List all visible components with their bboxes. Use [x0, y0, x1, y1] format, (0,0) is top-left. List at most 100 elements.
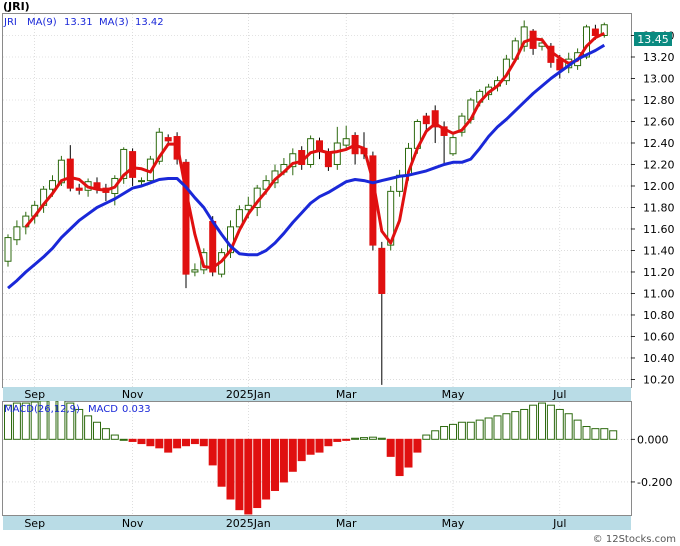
macd-bar — [457, 421, 466, 440]
macd-x-tick-label: Nov — [122, 517, 144, 530]
candle — [191, 263, 199, 277]
macd-panel-frame — [2, 401, 632, 516]
candle — [75, 183, 83, 195]
macd-bar — [546, 404, 555, 440]
price-x-axis-band — [3, 387, 631, 401]
price-x-tick-label: May — [442, 388, 465, 401]
candle — [520, 20, 528, 52]
price-x-tick-label: 2025Jan — [226, 388, 271, 401]
legend-ma3-value: 13.42 — [135, 17, 164, 28]
macd-bar — [297, 438, 306, 462]
price-x-tick-label: Sep — [24, 388, 45, 401]
macd-bar — [368, 436, 377, 440]
price-y-tick-label: 11.60 — [643, 223, 675, 236]
price-y-tick-label: 11.40 — [643, 244, 675, 257]
candle — [289, 148, 297, 176]
price-x-tick-label: Nov — [122, 388, 144, 401]
macd-bar — [466, 421, 475, 440]
macd-bar — [119, 438, 128, 441]
candle — [13, 220, 21, 246]
macd-bar — [333, 438, 342, 442]
macd-x-tick-label: May — [442, 517, 465, 530]
price-y-tick-label: 13.00 — [643, 72, 675, 85]
candle-body — [378, 247, 386, 294]
candle — [600, 22, 608, 38]
legend-symbol: JRI — [3, 17, 17, 28]
candle — [120, 147, 128, 184]
macd-bar — [146, 438, 155, 447]
candle-body — [164, 137, 172, 142]
macd-bar — [422, 434, 431, 440]
legend-macd-value: 0.033 — [122, 404, 151, 415]
macd-bar — [306, 438, 315, 455]
macd-x-tick-label: Sep — [24, 517, 45, 530]
macd-bar — [235, 438, 244, 511]
macd-bar — [324, 438, 333, 447]
macd-bar — [493, 415, 502, 440]
macd-bar — [244, 438, 253, 515]
candle-body — [49, 180, 56, 190]
macd-bar — [101, 428, 110, 440]
macd-bar — [128, 438, 137, 442]
macd-bar — [253, 438, 262, 509]
macd-bar — [182, 438, 190, 447]
price-y-tick-label: 10.20 — [643, 373, 675, 386]
price-x-tick-label: Mar — [336, 388, 357, 401]
candle-body — [333, 142, 341, 165]
ma3-line — [24, 31, 605, 270]
watermark: © 12Stocks.com — [593, 534, 676, 545]
candle-body — [600, 24, 608, 36]
macd-x-tick-label: 2025Jan — [226, 517, 271, 530]
last-price-label: 13.45 — [637, 33, 669, 46]
macd-bar — [190, 438, 199, 445]
candle — [182, 159, 190, 289]
macd-bar — [155, 438, 164, 449]
candle — [378, 241, 386, 385]
macd-bar — [351, 437, 360, 440]
candle — [333, 126, 341, 170]
price-y-tick-label: 12.00 — [643, 180, 675, 193]
macd-bar — [173, 438, 182, 449]
candle-body — [129, 151, 137, 178]
macd-x-tick-label: Jul — [552, 517, 566, 530]
macd-x-tick-label: Mar — [336, 517, 357, 530]
price-y-tick-label: 11.80 — [643, 201, 675, 214]
macd-bar — [404, 438, 413, 468]
macd-x-axis: Sep Nov 2025Jan Mar May Jul — [24, 517, 566, 530]
macd-bar — [226, 438, 235, 500]
macd-bar — [217, 438, 226, 487]
macd-bar — [538, 402, 546, 440]
candle-body — [591, 28, 599, 36]
candle — [422, 112, 430, 133]
candle-body — [422, 115, 430, 125]
macd-x-axis-band — [3, 516, 631, 530]
macd-bar — [110, 434, 119, 440]
ma9-line — [7, 43, 606, 290]
candle-body — [431, 110, 439, 128]
candle-body — [155, 131, 163, 162]
candle-body — [138, 180, 145, 183]
macd-bar — [199, 438, 208, 447]
price-y-tick-label: 12.80 — [643, 94, 675, 107]
price-y-tick-label: 10.40 — [643, 352, 675, 365]
macd-bars — [4, 398, 618, 515]
legend-ma3-label: MA(3) — [99, 17, 129, 28]
moving-average-lines — [7, 31, 606, 290]
candle-body — [66, 158, 74, 189]
macd-bar — [377, 437, 386, 440]
macd-bar — [520, 408, 529, 440]
legend-macd-label: MACD — [88, 404, 118, 415]
candle-body — [324, 153, 332, 168]
candle-body — [120, 148, 128, 179]
macd-bar — [395, 438, 404, 477]
candle — [449, 132, 457, 156]
macd-bar — [262, 438, 271, 500]
macd-bar — [360, 437, 368, 440]
candle-body — [75, 187, 83, 191]
candle — [342, 125, 350, 149]
candle-body — [520, 26, 528, 47]
macd-bar — [208, 438, 217, 466]
macd-bar — [4, 404, 12, 440]
macd-bar — [386, 438, 395, 457]
